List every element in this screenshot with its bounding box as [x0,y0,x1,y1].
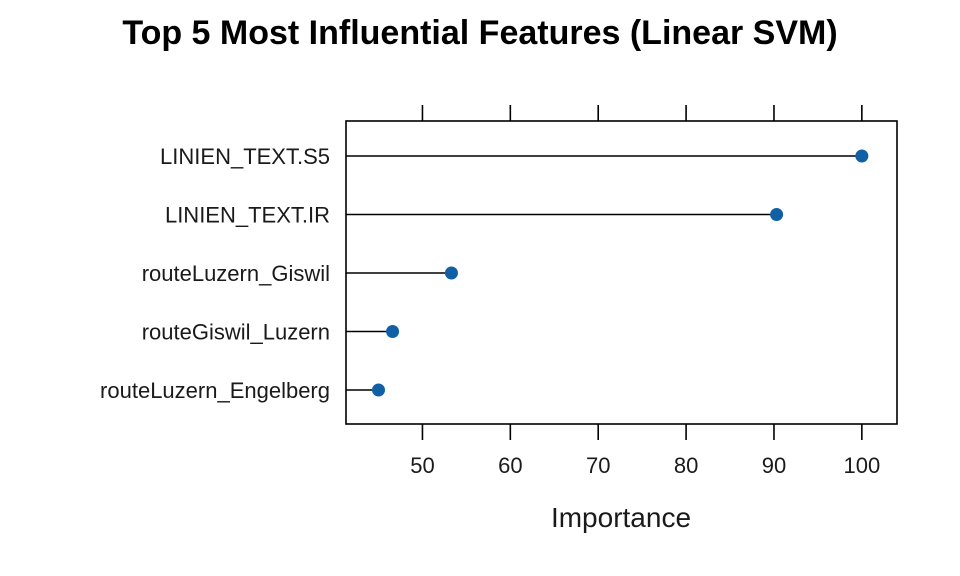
y-category-label: routeLuzern_Giswil [142,261,330,286]
points [372,149,869,397]
y-category-label: routeGiswil_Luzern [142,320,330,345]
x-tick-label: 90 [762,453,786,478]
data-point [444,266,458,280]
data-point [372,383,386,397]
y-category-label: routeLuzern_Engelberg [100,378,330,403]
x-tick-label: 50 [410,453,434,478]
data-point [855,149,869,163]
x-axis-title: Importance [551,502,691,533]
y-category-label: LINIEN_TEXT.IR [165,203,330,228]
x-tick-label: 60 [498,453,522,478]
x-tick-label: 100 [843,453,880,478]
y-category-label: LINIEN_TEXT.S5 [160,144,330,169]
x-tick-label: 80 [674,453,698,478]
data-point [386,325,400,338]
top-axis-ticks [421,105,863,121]
data-point [770,208,784,221]
x-tick-labels: 50 60 70 80 90 100 [410,453,880,478]
y-category-labels: LINIEN_TEXT.S5 LINIEN_TEXT.IR routeLuzern_… [100,144,330,403]
bottom-axis-ticks [421,424,863,440]
chart-title: Top 5 Most Influential Features (Linear … [122,14,837,52]
stems [346,155,862,391]
x-tick-label: 70 [586,453,610,478]
